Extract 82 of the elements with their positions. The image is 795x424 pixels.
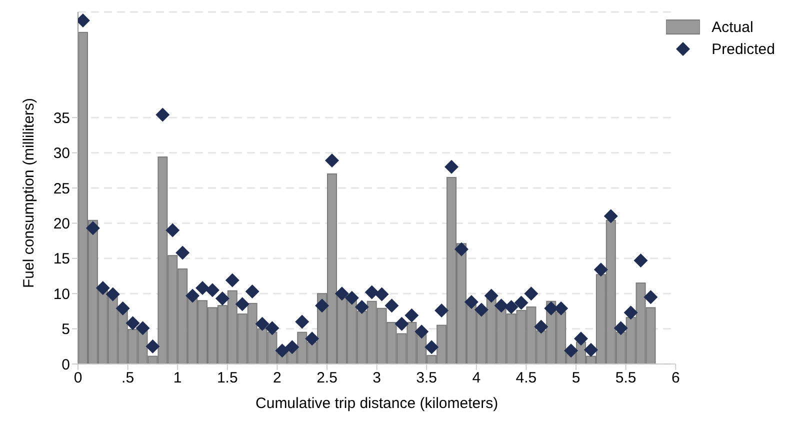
point <box>504 300 518 314</box>
x-tick-label: 4 <box>472 370 481 387</box>
point <box>474 302 488 317</box>
point <box>464 295 478 310</box>
point <box>324 154 339 168</box>
point <box>554 301 568 316</box>
y-tick-label: 20 <box>53 216 70 233</box>
y-tick-label: 25 <box>53 180 70 198</box>
point <box>584 342 598 357</box>
point <box>315 298 330 313</box>
point <box>594 262 608 277</box>
legend-label: Predicted <box>712 40 775 58</box>
point <box>374 287 389 302</box>
point <box>524 286 538 301</box>
point <box>424 340 439 354</box>
point <box>116 301 130 316</box>
point <box>285 340 300 354</box>
point <box>604 209 618 224</box>
point <box>564 344 578 358</box>
point <box>454 242 468 256</box>
x-tick-label: 4.5 <box>516 370 537 387</box>
point <box>574 332 588 346</box>
x-tick-label: 3.5 <box>416 370 438 387</box>
y-tick-label: 10 <box>53 286 70 303</box>
point <box>196 280 210 295</box>
point <box>354 300 369 314</box>
point <box>394 316 409 331</box>
x-axis-title: Cumulative trip distance (kilometers) <box>256 395 498 412</box>
point <box>414 324 429 339</box>
point <box>186 288 200 303</box>
point <box>344 290 359 305</box>
point <box>644 290 658 304</box>
y-tick-label: 15 <box>53 250 70 268</box>
x-tick-label: 5.5 <box>615 370 636 387</box>
point <box>364 285 379 300</box>
x-tick-label: 5 <box>572 370 580 387</box>
point <box>225 273 240 288</box>
point <box>126 316 140 330</box>
point <box>384 298 399 313</box>
y-tick-label: 30 <box>53 145 70 162</box>
point <box>245 284 260 298</box>
x-tick-label: 6 <box>671 370 680 387</box>
x-tick-label: 2 <box>273 370 282 387</box>
point <box>514 296 528 310</box>
point <box>136 321 150 336</box>
point <box>106 287 120 302</box>
point <box>334 286 349 301</box>
point <box>434 303 449 318</box>
point <box>146 339 160 354</box>
legend-label: Actual <box>712 18 754 36</box>
point <box>215 292 230 306</box>
point <box>265 321 280 336</box>
point <box>295 314 310 329</box>
point <box>624 306 638 320</box>
y-tick-label: 5 <box>62 321 70 338</box>
point <box>534 320 548 334</box>
x-tick-label: 0 <box>74 370 82 387</box>
point <box>544 301 558 316</box>
point <box>614 321 628 336</box>
point <box>205 283 220 298</box>
x-tick-label: 1.5 <box>216 370 238 387</box>
x-tick-label: 1 <box>173 370 182 387</box>
y-tick-label: 35 <box>53 110 70 127</box>
x-tick-label: 3 <box>372 370 381 387</box>
point <box>176 246 190 260</box>
point <box>255 316 270 331</box>
point <box>275 344 290 358</box>
point <box>494 298 508 313</box>
point <box>305 332 320 346</box>
point <box>96 280 110 295</box>
point <box>444 160 459 174</box>
point <box>86 221 100 236</box>
point <box>634 254 648 268</box>
x-tick-label: .5 <box>122 370 134 387</box>
point <box>484 288 498 303</box>
point <box>166 223 180 238</box>
y-axis-title: Fuel consumption (milliliters) <box>20 98 38 288</box>
point <box>156 108 170 122</box>
point <box>235 297 250 312</box>
x-tick-label: 2.5 <box>316 370 338 387</box>
point <box>404 308 419 322</box>
y-tick-label: 0 <box>62 356 70 374</box>
